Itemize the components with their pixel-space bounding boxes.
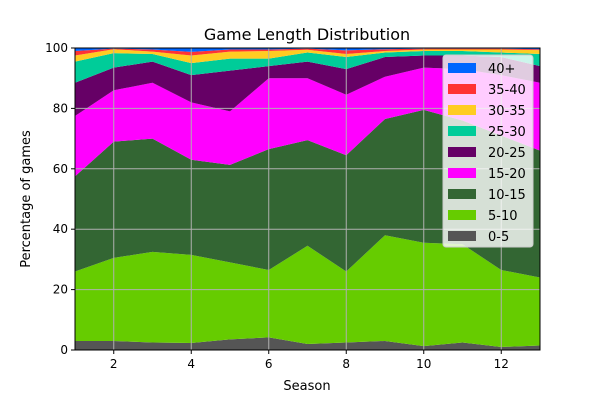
axis-ticks: 2 4 6 8 10 12 0 20 40 60 80 100 <box>45 41 509 371</box>
x-tick-label: 12 <box>494 357 509 371</box>
legend-swatch <box>448 210 476 220</box>
legend-label: 25-30 <box>488 125 526 140</box>
y-tick-label: 0 <box>60 343 68 357</box>
y-tick-label: 40 <box>53 222 68 236</box>
legend-swatch <box>448 147 476 157</box>
y-tick-label: 100 <box>45 41 68 55</box>
y-tick-label: 80 <box>53 101 68 115</box>
x-tick-label: 6 <box>265 357 273 371</box>
chart-title: Game Length Distribution <box>204 25 410 44</box>
legend-swatch <box>448 105 476 115</box>
legend-label: 35-40 <box>488 83 526 98</box>
legend-label: 5-10 <box>488 209 518 224</box>
legend-label: 30-35 <box>488 104 526 119</box>
legend-swatch <box>448 168 476 178</box>
legend-label: 20-25 <box>488 146 526 161</box>
legend-swatch <box>448 84 476 94</box>
legend-label: 10-15 <box>488 188 526 203</box>
x-tick-label: 10 <box>416 357 431 371</box>
x-tick-label: 4 <box>187 357 195 371</box>
x-axis-label: Season <box>283 379 330 394</box>
legend-label: 40+ <box>488 62 515 77</box>
x-tick-label: 8 <box>342 357 350 371</box>
legend-swatch <box>448 231 476 241</box>
legend-label: 15-20 <box>488 167 526 182</box>
plot-frame <box>74 47 541 351</box>
y-tick-label: 60 <box>53 162 68 176</box>
legend: 40+ 35-40 30-35 25-30 20-25 15-20 10-15 5-10 0-5 <box>442 54 534 248</box>
legend-label: 0-5 <box>488 230 509 245</box>
legend-swatch <box>448 126 476 136</box>
legend-swatch <box>448 189 476 199</box>
y-axis-label: Percentage of games <box>19 130 34 268</box>
legend-swatch <box>448 63 476 73</box>
y-tick-label: 20 <box>53 283 68 297</box>
x-tick-label: 2 <box>110 357 118 371</box>
